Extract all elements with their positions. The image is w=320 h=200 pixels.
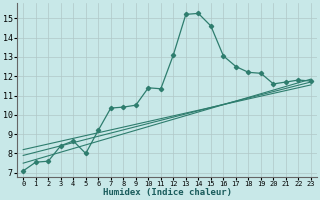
X-axis label: Humidex (Indice chaleur): Humidex (Indice chaleur) — [103, 188, 232, 197]
